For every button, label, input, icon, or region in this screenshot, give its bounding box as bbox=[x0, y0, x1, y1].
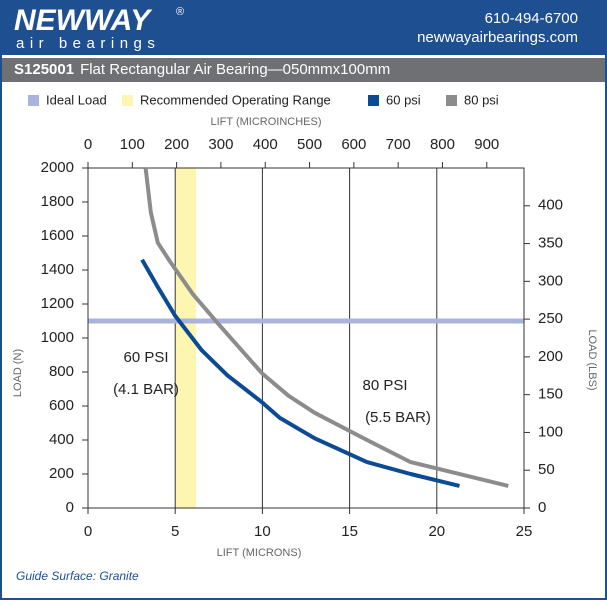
y-tick-label: 1400 bbox=[41, 261, 74, 278]
y2-tick-label: 100 bbox=[538, 423, 563, 440]
y-tick-label: 1600 bbox=[41, 227, 74, 244]
x2-tick-label: 0 bbox=[84, 136, 92, 153]
x2-tick-label: 800 bbox=[430, 136, 455, 153]
x-axis-label: LIFT (MICRONS) bbox=[217, 547, 302, 559]
series-line bbox=[140, 258, 460, 488]
legend-label: 80 psi bbox=[464, 92, 499, 107]
y2-tick-label: 400 bbox=[538, 197, 563, 214]
y-tick-label: 2000 bbox=[41, 159, 74, 176]
operating-range bbox=[175, 168, 197, 508]
annotation: 60 PSI bbox=[123, 349, 168, 366]
legend-label: 60 psi bbox=[386, 92, 421, 107]
x-tick-label: 15 bbox=[341, 523, 358, 540]
header-band bbox=[0, 0, 607, 55]
y-tick-label: 600 bbox=[49, 397, 74, 414]
y2-tick-label: 300 bbox=[538, 272, 563, 289]
annotation: (5.5 BAR) bbox=[365, 409, 431, 426]
y-tick-label: 1000 bbox=[41, 329, 74, 346]
logo: NEWWAY bbox=[14, 4, 153, 37]
title-text: Flat Rectangular Air Bearing—050mmx100mm bbox=[80, 61, 390, 78]
x-tick-label: 0 bbox=[84, 523, 92, 540]
x-tick-label: 20 bbox=[428, 523, 445, 540]
annotation: 80 PSI bbox=[362, 377, 407, 394]
legend-label: Recommended Operating Range bbox=[140, 92, 331, 107]
y-tick-label: 400 bbox=[49, 431, 74, 448]
x-tick-label: 25 bbox=[516, 523, 533, 540]
y-tick-label: 1200 bbox=[41, 295, 74, 312]
legend-swatch bbox=[446, 95, 457, 106]
y-tick-label: 1800 bbox=[41, 193, 74, 210]
x-tick-label: 5 bbox=[171, 523, 179, 540]
x2-tick-label: 300 bbox=[208, 136, 233, 153]
annotation: (4.1 BAR) bbox=[113, 381, 179, 398]
x2-axis-label: LIFT (MICROINCHES) bbox=[210, 116, 321, 128]
x2-tick-label: 400 bbox=[253, 136, 278, 153]
title-code: S125001 bbox=[14, 61, 74, 78]
footnote: Guide Surface: Granite bbox=[16, 569, 139, 583]
legend-label: Ideal Load bbox=[46, 92, 107, 107]
x-tick-label: 10 bbox=[254, 523, 271, 540]
x2-tick-label: 200 bbox=[164, 136, 189, 153]
tagline: air bearings bbox=[16, 35, 160, 52]
x2-tick-label: 500 bbox=[297, 136, 322, 153]
x2-tick-label: 600 bbox=[341, 136, 366, 153]
website: newwayairbearings.com bbox=[417, 29, 578, 46]
legend-swatch bbox=[28, 95, 39, 106]
y2-tick-label: 150 bbox=[538, 386, 563, 403]
y-tick-label: 200 bbox=[49, 465, 74, 482]
series-line bbox=[143, 167, 509, 488]
x2-tick-label: 900 bbox=[474, 136, 499, 153]
y2-tick-label: 250 bbox=[538, 310, 563, 327]
x2-tick-label: 700 bbox=[386, 136, 411, 153]
legend-swatch bbox=[122, 95, 133, 106]
y-tick-label: 800 bbox=[49, 363, 74, 380]
plot-frame bbox=[87, 167, 525, 509]
registered-mark: ® bbox=[176, 6, 184, 18]
y2-tick-label: 50 bbox=[538, 461, 555, 478]
y-axis-label: LOAD (N) bbox=[12, 349, 24, 397]
y2-tick-label: 200 bbox=[538, 348, 563, 365]
title-bar bbox=[0, 58, 607, 82]
y2-tick-label: 0 bbox=[538, 499, 546, 516]
x2-tick-label: 100 bbox=[120, 136, 145, 153]
y2-axis-label: LOAD (LBS) bbox=[586, 329, 598, 390]
phone: 610-494-6700 bbox=[485, 10, 578, 27]
chart-title: S125001 Flat Rectangular Air Bearing—050m… bbox=[14, 61, 390, 78]
y-tick-label: 0 bbox=[66, 499, 74, 516]
legend-swatch bbox=[368, 95, 379, 106]
y2-tick-label: 350 bbox=[538, 235, 563, 252]
